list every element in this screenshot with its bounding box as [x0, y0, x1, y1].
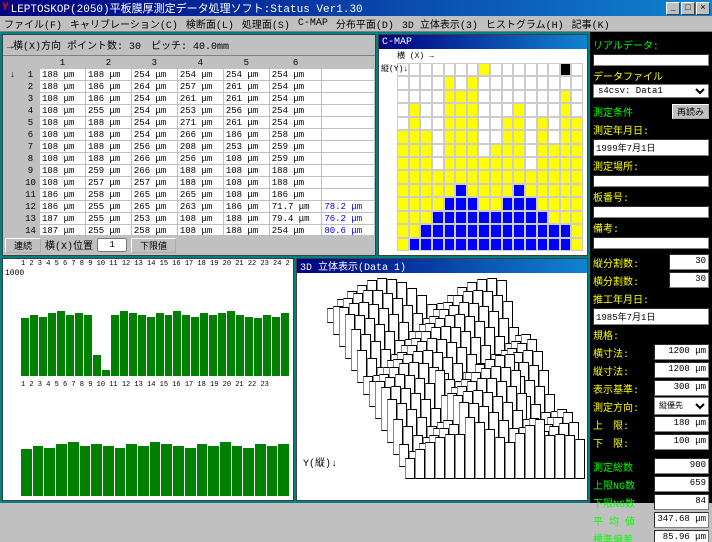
dir-label: 測定方向:: [593, 399, 652, 415]
upper-label: 上 限:: [593, 417, 652, 433]
realdata-label: リアルデータ:: [593, 37, 709, 53]
menu-item[interactable]: ヒストグラム(H): [486, 16, 564, 32]
procdate-value: 1985年7月1日: [593, 308, 709, 325]
spec-label: 規格:: [593, 327, 709, 343]
vdim-value: 1200 μm: [654, 362, 709, 378]
data-table-panel: →横(X)方向 ポイント数: 30 ピッチ: 40.0mm 123456↓118…: [2, 34, 376, 256]
bar-chart-lower: 1 2 3 4 5 6 7 8 9 10 11 12 13 14 15 16 1…: [3, 380, 293, 501]
3d-view: Y(縦)↓: [297, 273, 587, 500]
window-title: LEPTOSKOP(2050)平板膜厚測定データ処理ソフト:Status Ver…: [11, 0, 363, 16]
dispstd-label: 表示基準:: [593, 381, 652, 397]
cmap-title: C-MAP: [379, 35, 587, 49]
hdim-value: 1200 μm: [654, 344, 709, 360]
lower-value: 100 μm: [654, 434, 709, 450]
std-value: 85.96 μm: [654, 530, 709, 542]
close-button[interactable]: ×: [696, 2, 710, 15]
dispstd-value: 300 μm: [654, 380, 709, 396]
hdim-label: 横寸法:: [593, 345, 652, 361]
upper-value: 180 μm: [654, 416, 709, 432]
plate-label: 板番号:: [593, 189, 709, 205]
table-header: →横(X)方向 ポイント数: 30 ピッチ: 40.0mm: [3, 35, 375, 56]
x-pos-input[interactable]: [97, 238, 127, 252]
date-value: 1999年7月1日: [593, 139, 709, 156]
avg-value: 347.68 μm: [654, 512, 709, 528]
place-label: 測定場所:: [593, 158, 709, 174]
menu-item[interactable]: 処理面(S): [242, 16, 290, 32]
lower-label: 下 限:: [593, 435, 652, 451]
remarks-label: 備考:: [593, 220, 709, 236]
hdiv-value: 30: [669, 272, 709, 288]
data-table: 123456↓1188 μm188 μm254 μm254 μm254 μm25…: [3, 56, 375, 235]
bar-chart-panel: 1000 1 2 3 4 5 6 7 8 9 10 11 12 13 14 15…: [2, 258, 294, 501]
hdiv-label: 横分割数:: [593, 273, 667, 289]
vdiv-label: 縦分割数:: [593, 255, 667, 271]
menu-item[interactable]: 3D 立体表示(3): [402, 16, 478, 32]
remarks-value: [593, 237, 709, 249]
realdata-value: [593, 54, 709, 66]
total-label: 測定総数: [593, 459, 652, 475]
menu-item[interactable]: 記事(K): [572, 16, 610, 32]
menu-bar: ファイル(F) キャリブレーション(C) 検断面(L) 処理面(S) C-MAP 分布平面…: [0, 16, 712, 32]
lower-limit-button[interactable]: 下限値: [131, 238, 176, 253]
menu-item[interactable]: C-MAP: [298, 18, 328, 29]
cmap-panel: C-MAP 横 (X) → 縦(Y)↓: [378, 34, 588, 256]
date-label: 測定年月日:: [593, 122, 709, 138]
conditions-label: 測定条件: [593, 109, 633, 120]
cmap-x-label: 横 (X) →: [397, 50, 583, 61]
place-value: [593, 175, 709, 187]
minimize-button[interactable]: _: [666, 2, 680, 15]
ung-value: 659: [654, 476, 709, 492]
3d-panel: 3D 立体表示(Data 1) Y(縦)↓: [296, 258, 588, 501]
reload-button[interactable]: 再読み: [672, 104, 709, 119]
title-bar: Y LEPTOSKOP(2050)平板膜厚測定データ処理ソフト:Status V…: [0, 0, 712, 16]
dir-select[interactable]: 縦優先: [654, 397, 709, 415]
total-value: 900: [654, 458, 709, 474]
avg-label: 平 均 値: [593, 513, 652, 529]
menu-item[interactable]: キャリブレーション(C): [70, 16, 178, 32]
maximize-button[interactable]: □: [681, 2, 695, 15]
3d-title: 3D 立体表示(Data 1): [297, 259, 587, 273]
datafile-select[interactable]: s4csv: Data1: [593, 84, 709, 98]
cmap-grid: [397, 63, 583, 251]
plate-value: [593, 206, 709, 218]
datafile-label: データファイル: [593, 68, 709, 84]
continuous-button[interactable]: 連続: [5, 238, 41, 253]
bar-chart-main: 1000 1 2 3 4 5 6 7 8 9 10 11 12 13 14 15…: [3, 259, 293, 380]
procdate-label: 推工年月日:: [593, 291, 709, 307]
vdim-label: 縦寸法:: [593, 363, 652, 379]
x-pos-label: 横(X)位置: [45, 237, 93, 253]
vdiv-value: 30: [669, 254, 709, 270]
menu-item[interactable]: 分布平面(D): [336, 16, 394, 32]
app-logo: Y: [2, 2, 9, 14]
ung-label: 上限NG数: [593, 477, 652, 493]
cmap-y-label: 縦(Y)↓: [381, 63, 408, 74]
menu-item[interactable]: ファイル(F): [4, 16, 62, 32]
lng-label: 下限NG数: [593, 495, 652, 511]
lng-value: 84: [654, 494, 709, 510]
std-label: 標準偏差: [593, 531, 652, 542]
menu-item[interactable]: 検断面(L): [186, 16, 234, 32]
sidebar: リアルデータ: データファイル s4csv: Data1 測定条件 再読み 測定年…: [590, 32, 712, 503]
